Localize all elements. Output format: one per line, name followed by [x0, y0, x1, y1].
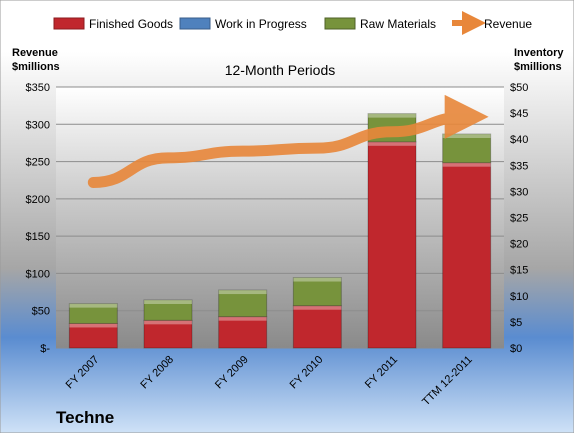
bar-finished-goods — [68, 322, 118, 349]
right-tick-label: $45 — [510, 108, 528, 120]
bar-finished-goods — [143, 319, 193, 349]
legend-swatch-finished-goods — [53, 17, 85, 30]
bar-highlight — [218, 316, 267, 321]
right-tick-label: $30 — [510, 186, 528, 198]
right-tick-label: $50 — [510, 82, 528, 94]
right-tick-label: $25 — [510, 213, 528, 225]
right-tick-label: $15 — [510, 265, 528, 277]
left-axis-title-line1: Revenue — [12, 47, 58, 59]
bar-raw-materials — [442, 133, 492, 164]
bar-highlight — [442, 162, 491, 167]
right-tick-label: $10 — [510, 291, 528, 303]
legend-label-revenue: Revenue — [484, 17, 532, 31]
bar-highlight — [218, 290, 267, 295]
right-tick-label: $40 — [510, 134, 528, 146]
legend: Finished Goods Work in Progress Raw Mate… — [53, 11, 532, 35]
left-tick-label: $100 — [26, 268, 50, 280]
revenue-line — [87, 94, 489, 188]
right-axis-title-line1: Inventory — [514, 47, 564, 59]
bar-finished-goods — [367, 141, 417, 349]
bar-raw-materials — [292, 277, 342, 307]
left-axis-title-line2: $millions — [12, 61, 60, 73]
bar-finished-goods — [292, 305, 342, 349]
bar-highlight — [293, 305, 342, 310]
legend-label-raw-materials: Raw Materials — [360, 17, 436, 31]
left-tick-label: $150 — [26, 231, 50, 243]
bar-highlight — [69, 303, 118, 308]
left-tick-label: $50 — [32, 306, 50, 318]
bar-highlight — [144, 299, 192, 304]
bar-raw-materials — [218, 289, 268, 318]
left-tick-label: $350 — [26, 82, 50, 94]
left-tick-label: $300 — [26, 119, 50, 131]
legend-swatch-raw-materials — [324, 17, 356, 30]
bar-raw-materials — [68, 303, 118, 324]
bar-highlight — [368, 113, 416, 118]
left-tick-label: $200 — [26, 194, 50, 206]
bar-highlight — [293, 277, 342, 282]
bar-finished-goods — [218, 316, 268, 349]
bar-highlight — [144, 320, 192, 325]
legend-swatch-work-in-progress — [179, 17, 211, 30]
bar-highlight — [368, 141, 416, 146]
legend-label-work-in-progress: Work in Progress — [215, 17, 307, 31]
bar-highlight — [442, 133, 491, 138]
plot-area — [56, 87, 504, 348]
right-tick-label: $0 — [510, 343, 522, 355]
company-name: Techne — [56, 408, 114, 427]
left-tick-label: $250 — [26, 157, 50, 169]
right-tick-label: $20 — [510, 239, 528, 251]
left-tick-label: $- — [40, 343, 50, 355]
bar-finished-goods — [442, 162, 492, 349]
legend-label-finished-goods: Finished Goods — [89, 17, 173, 31]
right-tick-label: $5 — [510, 317, 522, 329]
chart-subtitle: 12-Month Periods — [225, 62, 336, 78]
right-tick-label: $35 — [510, 160, 528, 172]
right-axis-title-line2: $millions — [514, 61, 562, 73]
bar-raw-materials — [143, 299, 193, 321]
bar-highlight — [69, 323, 118, 328]
